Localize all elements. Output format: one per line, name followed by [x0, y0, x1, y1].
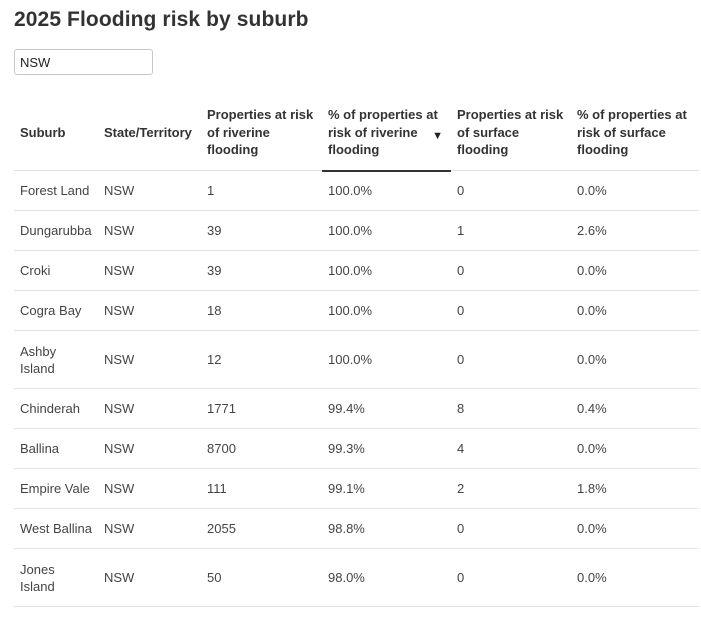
cell-suburb: Jones Island: [14, 548, 98, 607]
cell-surface-percent: 0.0%: [571, 290, 699, 331]
cell-surface-percent: 0.4%: [571, 388, 699, 429]
table-row: Chinderah NSW 1771 99.4% 8 0.4%: [14, 388, 699, 429]
cell-surface-percent: 0.0%: [571, 508, 699, 549]
table-row: Jones Island NSW 50 98.0% 0 0.0%: [14, 548, 699, 607]
sort-descending-icon: ▼: [432, 130, 443, 142]
cell-state: NSW: [98, 210, 201, 251]
cell-surface-properties: 2: [451, 468, 571, 509]
cell-suburb: Ashby Island: [14, 330, 98, 389]
cell-riverine-percent: 99.4%: [322, 388, 451, 429]
cell-surface-percent: 0.0%: [571, 330, 699, 389]
cell-state: NSW: [98, 388, 201, 429]
flooding-risk-table: Suburb State/Territory Properties at ris…: [14, 103, 699, 607]
cell-riverine-percent: 100.0%: [322, 330, 451, 389]
cell-state: NSW: [98, 428, 201, 469]
table-row: Ballina NSW 8700 99.3% 4 0.0%: [14, 428, 699, 469]
cell-surface-properties: 0: [451, 330, 571, 389]
column-header-riverine-properties[interactable]: Properties at risk of riverine flooding: [201, 103, 322, 171]
table-row: Croki NSW 39 100.0% 0 0.0%: [14, 250, 699, 291]
cell-state: NSW: [98, 508, 201, 549]
table-body: Forest Land NSW 1 100.0% 0 0.0% Dungarubba NSW 3…: [14, 170, 699, 607]
cell-suburb: Cogra Bay: [14, 290, 98, 331]
page-title: 2025 Flooding risk by suburb: [14, 8, 309, 31]
cell-suburb: Croki: [14, 250, 98, 291]
table-row: Dungarubba NSW 39 100.0% 1 2.6%: [14, 210, 699, 251]
cell-riverine-percent: 98.8%: [322, 508, 451, 549]
cell-suburb: Ballina: [14, 428, 98, 469]
column-header-surface-percent[interactable]: % of properties at risk of surface flood…: [571, 103, 699, 171]
cell-surface-percent: 0.0%: [571, 548, 699, 607]
column-header-surface-properties[interactable]: Properties at risk of surface flooding: [451, 103, 571, 171]
cell-surface-properties: 1: [451, 210, 571, 251]
cell-state: NSW: [98, 250, 201, 291]
cell-riverine-properties: 18: [201, 290, 322, 331]
cell-riverine-properties: 12: [201, 330, 322, 389]
cell-riverine-percent: 100.0%: [322, 290, 451, 331]
column-header-suburb[interactable]: Suburb: [14, 103, 98, 171]
table-header-row: Suburb State/Territory Properties at ris…: [14, 103, 699, 172]
cell-suburb: Empire Vale: [14, 468, 98, 509]
cell-surface-percent: 0.0%: [571, 170, 699, 211]
cell-riverine-properties: 111: [201, 468, 322, 509]
column-header-riverine-percent[interactable]: % of properties at risk of riverine floo…: [322, 103, 451, 172]
table-row: West Ballina NSW 2055 98.8% 0 0.0%: [14, 508, 699, 549]
cell-riverine-percent: 100.0%: [322, 170, 451, 211]
table-row: Forest Land NSW 1 100.0% 0 0.0%: [14, 170, 699, 211]
cell-surface-percent: 0.0%: [571, 250, 699, 291]
cell-surface-properties: 0: [451, 508, 571, 549]
cell-surface-percent: 0.0%: [571, 428, 699, 469]
cell-state: NSW: [98, 330, 201, 389]
cell-state: NSW: [98, 170, 201, 211]
cell-suburb: Chinderah: [14, 388, 98, 429]
cell-surface-properties: 0: [451, 290, 571, 331]
cell-riverine-properties: 39: [201, 210, 322, 251]
cell-surface-percent: 1.8%: [571, 468, 699, 509]
cell-suburb: Forest Land: [14, 170, 98, 211]
cell-suburb: West Ballina: [14, 508, 98, 549]
cell-riverine-properties: 1: [201, 170, 322, 211]
cell-riverine-properties: 1771: [201, 388, 322, 429]
cell-state: NSW: [98, 290, 201, 331]
cell-surface-properties: 0: [451, 548, 571, 607]
cell-riverine-percent: 99.3%: [322, 428, 451, 469]
cell-surface-properties: 0: [451, 250, 571, 291]
cell-surface-properties: 8: [451, 388, 571, 429]
column-header-state[interactable]: State/Territory: [98, 103, 201, 171]
cell-surface-properties: 4: [451, 428, 571, 469]
cell-riverine-percent: 100.0%: [322, 250, 451, 291]
cell-riverine-properties: 39: [201, 250, 322, 291]
state-filter-input[interactable]: [14, 49, 153, 75]
table-row: Ashby Island NSW 12 100.0% 0 0.0%: [14, 330, 699, 389]
cell-riverine-percent: 100.0%: [322, 210, 451, 251]
cell-state: NSW: [98, 468, 201, 509]
table-row: Empire Vale NSW 111 99.1% 2 1.8%: [14, 468, 699, 509]
cell-riverine-percent: 98.0%: [322, 548, 451, 607]
table-row: Cogra Bay NSW 18 100.0% 0 0.0%: [14, 290, 699, 331]
cell-riverine-properties: 8700: [201, 428, 322, 469]
cell-riverine-properties: 2055: [201, 508, 322, 549]
cell-surface-properties: 0: [451, 170, 571, 211]
cell-suburb: Dungarubba: [14, 210, 98, 251]
cell-surface-percent: 2.6%: [571, 210, 699, 251]
cell-state: NSW: [98, 548, 201, 607]
cell-riverine-properties: 50: [201, 548, 322, 607]
cell-riverine-percent: 99.1%: [322, 468, 451, 509]
column-header-riverine-percent-label: % of properties at risk of riverine floo…: [328, 107, 438, 157]
